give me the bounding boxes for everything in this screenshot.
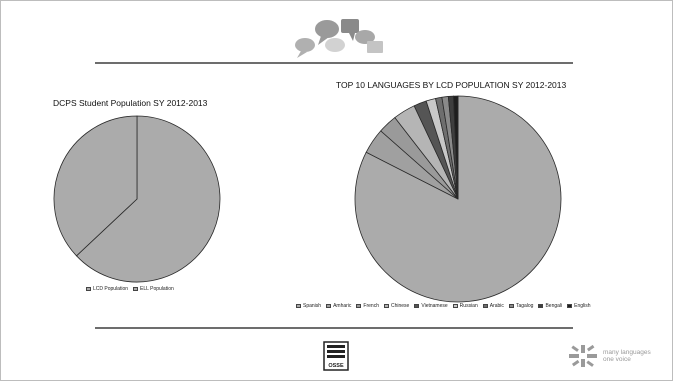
legend-item: French xyxy=(356,303,379,309)
speech-bubble-icon xyxy=(295,38,315,52)
legend-swatch xyxy=(296,304,301,308)
legend-label: Arabic xyxy=(489,303,504,309)
pie-slice-english xyxy=(453,95,459,200)
right-chart-title: TOP 10 LANGUAGES BY LCD POPULATION SY 20… xyxy=(336,80,567,90)
legend-swatch xyxy=(86,287,91,291)
legend-swatch xyxy=(482,304,488,308)
legend-item: Bengali xyxy=(538,303,562,309)
speech-bubble-icon xyxy=(315,20,339,38)
legend-label: LCD Population xyxy=(93,286,129,292)
legend-swatch xyxy=(326,304,332,308)
legend-item: Chinese xyxy=(383,303,410,309)
speech-bubble-icon xyxy=(325,38,345,52)
left-chart-title: DCPS Student Population SY 2012-2013 xyxy=(53,98,208,108)
legend-swatch xyxy=(508,304,514,308)
legend-label: Russian xyxy=(459,303,478,309)
burst-logo-icon xyxy=(569,344,597,367)
speech-bubble-icon xyxy=(341,19,359,33)
right-pie-chart xyxy=(354,95,562,303)
legend-swatch xyxy=(452,304,458,308)
legend-label: Bengali xyxy=(545,303,563,309)
legend-label: ELL Population xyxy=(140,286,174,292)
speech-bubble-icon xyxy=(355,30,375,44)
legend-swatch xyxy=(383,304,389,308)
speech-bubbles-logo xyxy=(295,19,383,58)
legend-item: LCD Population xyxy=(86,286,128,292)
legend-item: Spanish xyxy=(296,303,321,309)
logo-tagline: many languages one voice xyxy=(603,349,651,363)
legend-swatch xyxy=(538,304,544,308)
legend-item: Arabic xyxy=(482,303,504,309)
legend-item: Vietnamese xyxy=(414,303,448,309)
legend-swatch xyxy=(414,304,420,308)
pie-slice-lcd-population xyxy=(75,115,221,283)
legend-label: Spanish xyxy=(303,303,322,309)
legend-label: Chinese xyxy=(390,303,410,309)
legend-label: English xyxy=(574,303,591,309)
header-rule xyxy=(95,62,573,64)
legend-label: French xyxy=(363,303,379,309)
osse-badge-text: OSSE xyxy=(328,363,344,369)
footer-rule xyxy=(95,327,573,329)
legend-item: ELL Population xyxy=(133,286,174,292)
legend-label: Tagalog xyxy=(515,303,534,309)
legend-item: Tagalog xyxy=(508,303,534,309)
legend-swatch xyxy=(133,287,139,291)
legend-item: English xyxy=(567,303,591,309)
right-chart-legend: Spanish Amharic French Chinese Vietnamese Rus… xyxy=(296,303,596,309)
legend-label: Amharic xyxy=(333,303,352,309)
legend-swatch xyxy=(356,304,362,308)
left-pie-chart xyxy=(53,115,221,283)
legend-swatch xyxy=(567,304,573,308)
speech-bubble-icon xyxy=(367,41,383,53)
logo-tagline-text: many languages one voice xyxy=(603,349,651,363)
pie-slice-ell-population xyxy=(53,115,138,257)
osse-badge-logo: OSSE xyxy=(323,341,349,371)
left-chart-legend: LCD Population ELL Population xyxy=(86,286,179,292)
legend-item: Amharic xyxy=(326,303,351,309)
legend-label: Vietnamese xyxy=(421,303,448,309)
legend-item: Russian xyxy=(452,303,478,309)
